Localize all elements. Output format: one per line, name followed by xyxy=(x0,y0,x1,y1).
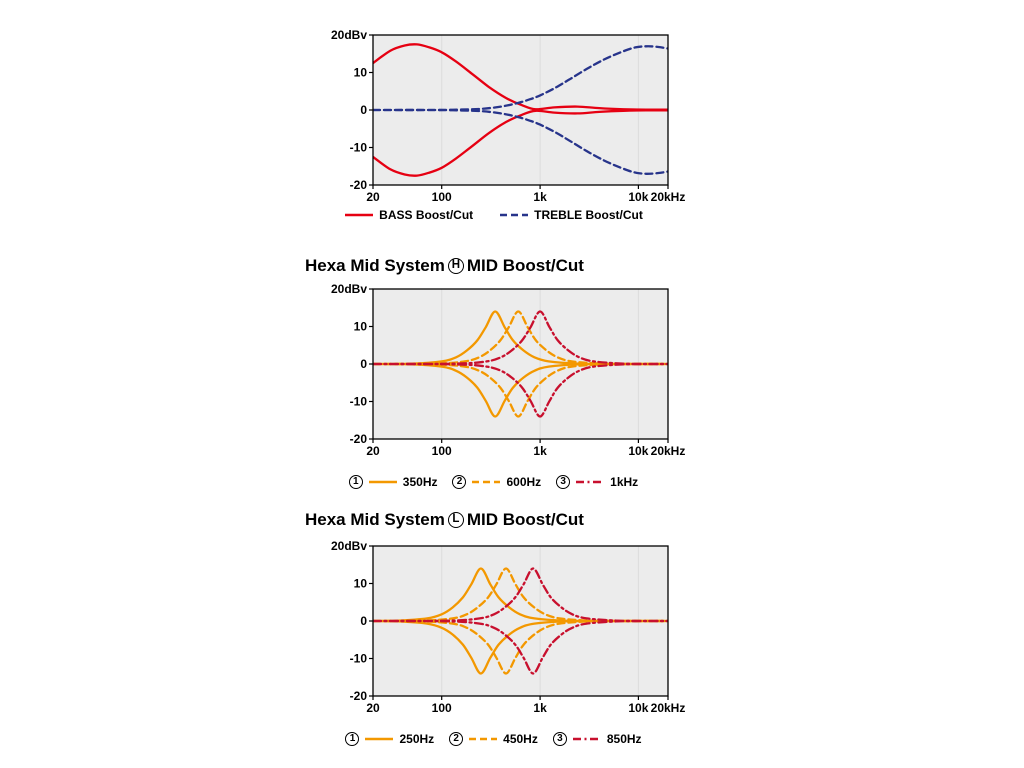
circled-1-icon: 1 xyxy=(345,732,360,746)
svg-text:20dBv: 20dBv xyxy=(331,539,367,553)
hexa-mid-l-title: Hexa Mid System L MID Boost/Cut xyxy=(305,510,584,530)
1khz-line-swatch xyxy=(576,480,605,484)
bass-treble-legend: BASS Boost/Cut TREBLE Boost/Cut xyxy=(344,205,643,225)
legend-label-1khz: 1kHz xyxy=(610,475,639,489)
legend-item-treble: TREBLE Boost/Cut xyxy=(499,208,643,222)
svg-text:20dBv: 20dBv xyxy=(331,28,367,42)
svg-text:10k: 10k xyxy=(628,444,648,458)
svg-text:20kHz: 20kHz xyxy=(651,190,686,204)
350hz-line-swatch xyxy=(368,480,397,484)
svg-text:20kHz: 20kHz xyxy=(651,444,686,458)
svg-text:-20: -20 xyxy=(350,432,368,446)
title-suffix: MID Boost/Cut xyxy=(466,256,584,275)
bass-line-swatch xyxy=(345,213,374,217)
svg-text:-10: -10 xyxy=(350,395,368,409)
legend-item-600hz: 2 600Hz xyxy=(452,475,541,489)
circled-3-icon: 3 xyxy=(552,732,567,746)
legend-item-1khz: 3 1kHz xyxy=(556,475,638,489)
circled-2-icon: 2 xyxy=(449,732,464,746)
svg-text:10: 10 xyxy=(354,320,368,334)
circled-l-icon: L xyxy=(447,512,464,528)
legend-item-350hz: 1 350Hz xyxy=(348,475,438,489)
svg-text:0: 0 xyxy=(360,614,367,628)
svg-text:20: 20 xyxy=(366,444,380,458)
title-suffix: MID Boost/Cut xyxy=(466,510,584,529)
svg-text:-20: -20 xyxy=(350,689,368,703)
850hz-line-swatch xyxy=(572,737,601,741)
svg-text:20: 20 xyxy=(366,701,380,715)
svg-text:10: 10 xyxy=(354,66,368,80)
title-prefix: Hexa Mid System xyxy=(305,510,445,529)
legend-label-250hz: 250Hz xyxy=(399,732,435,746)
legend-label-350hz: 350Hz xyxy=(402,475,438,489)
svg-text:20dBv: 20dBv xyxy=(331,282,367,296)
600hz-line-swatch xyxy=(472,480,501,484)
svg-text:0: 0 xyxy=(360,357,367,371)
circled-3-icon: 3 xyxy=(556,475,571,489)
svg-text:100: 100 xyxy=(432,444,452,458)
legend-item-bass: BASS Boost/Cut xyxy=(344,208,473,222)
legend-item-850hz: 3 850Hz xyxy=(552,732,642,746)
hexa-mid-h-title: Hexa Mid System H MID Boost/Cut xyxy=(305,256,584,276)
hexa-mid-l-legend: 1 250Hz 2 450Hz 3 850Hz xyxy=(345,729,642,749)
svg-text:1k: 1k xyxy=(533,701,547,715)
hexa-mid-h-legend: 1 350Hz 2 600Hz 3 1kHz xyxy=(346,472,641,492)
circled-1-icon: 1 xyxy=(348,475,363,489)
svg-text:1k: 1k xyxy=(533,444,547,458)
circled-2-icon: 2 xyxy=(452,475,467,489)
legend-label-850hz: 850Hz xyxy=(606,732,642,746)
svg-text:100: 100 xyxy=(432,190,452,204)
svg-text:10k: 10k xyxy=(628,190,648,204)
treble-line-swatch xyxy=(500,213,529,217)
legend-label-bass: BASS Boost/Cut xyxy=(379,208,474,222)
svg-text:-10: -10 xyxy=(350,652,368,666)
title-prefix: Hexa Mid System xyxy=(305,256,445,275)
legend-label-600hz: 600Hz xyxy=(506,475,542,489)
250hz-line-swatch xyxy=(365,737,394,741)
svg-text:-20: -20 xyxy=(350,178,368,192)
legend-label-450hz: 450Hz xyxy=(503,732,538,746)
svg-text:10k: 10k xyxy=(628,701,648,715)
legend-item-450hz: 2 450Hz xyxy=(449,732,538,746)
svg-text:-10: -10 xyxy=(350,141,368,155)
svg-text:20kHz: 20kHz xyxy=(651,701,686,715)
svg-text:100: 100 xyxy=(432,701,452,715)
450hz-line-swatch xyxy=(469,737,498,741)
legend-item-250hz: 1 250Hz xyxy=(345,732,434,746)
svg-text:0: 0 xyxy=(360,103,367,117)
svg-text:10: 10 xyxy=(354,577,368,591)
svg-text:1k: 1k xyxy=(533,190,547,204)
svg-text:20: 20 xyxy=(366,190,380,204)
legend-label-treble: TREBLE Boost/Cut xyxy=(534,208,643,222)
circled-h-icon: H xyxy=(447,258,464,274)
